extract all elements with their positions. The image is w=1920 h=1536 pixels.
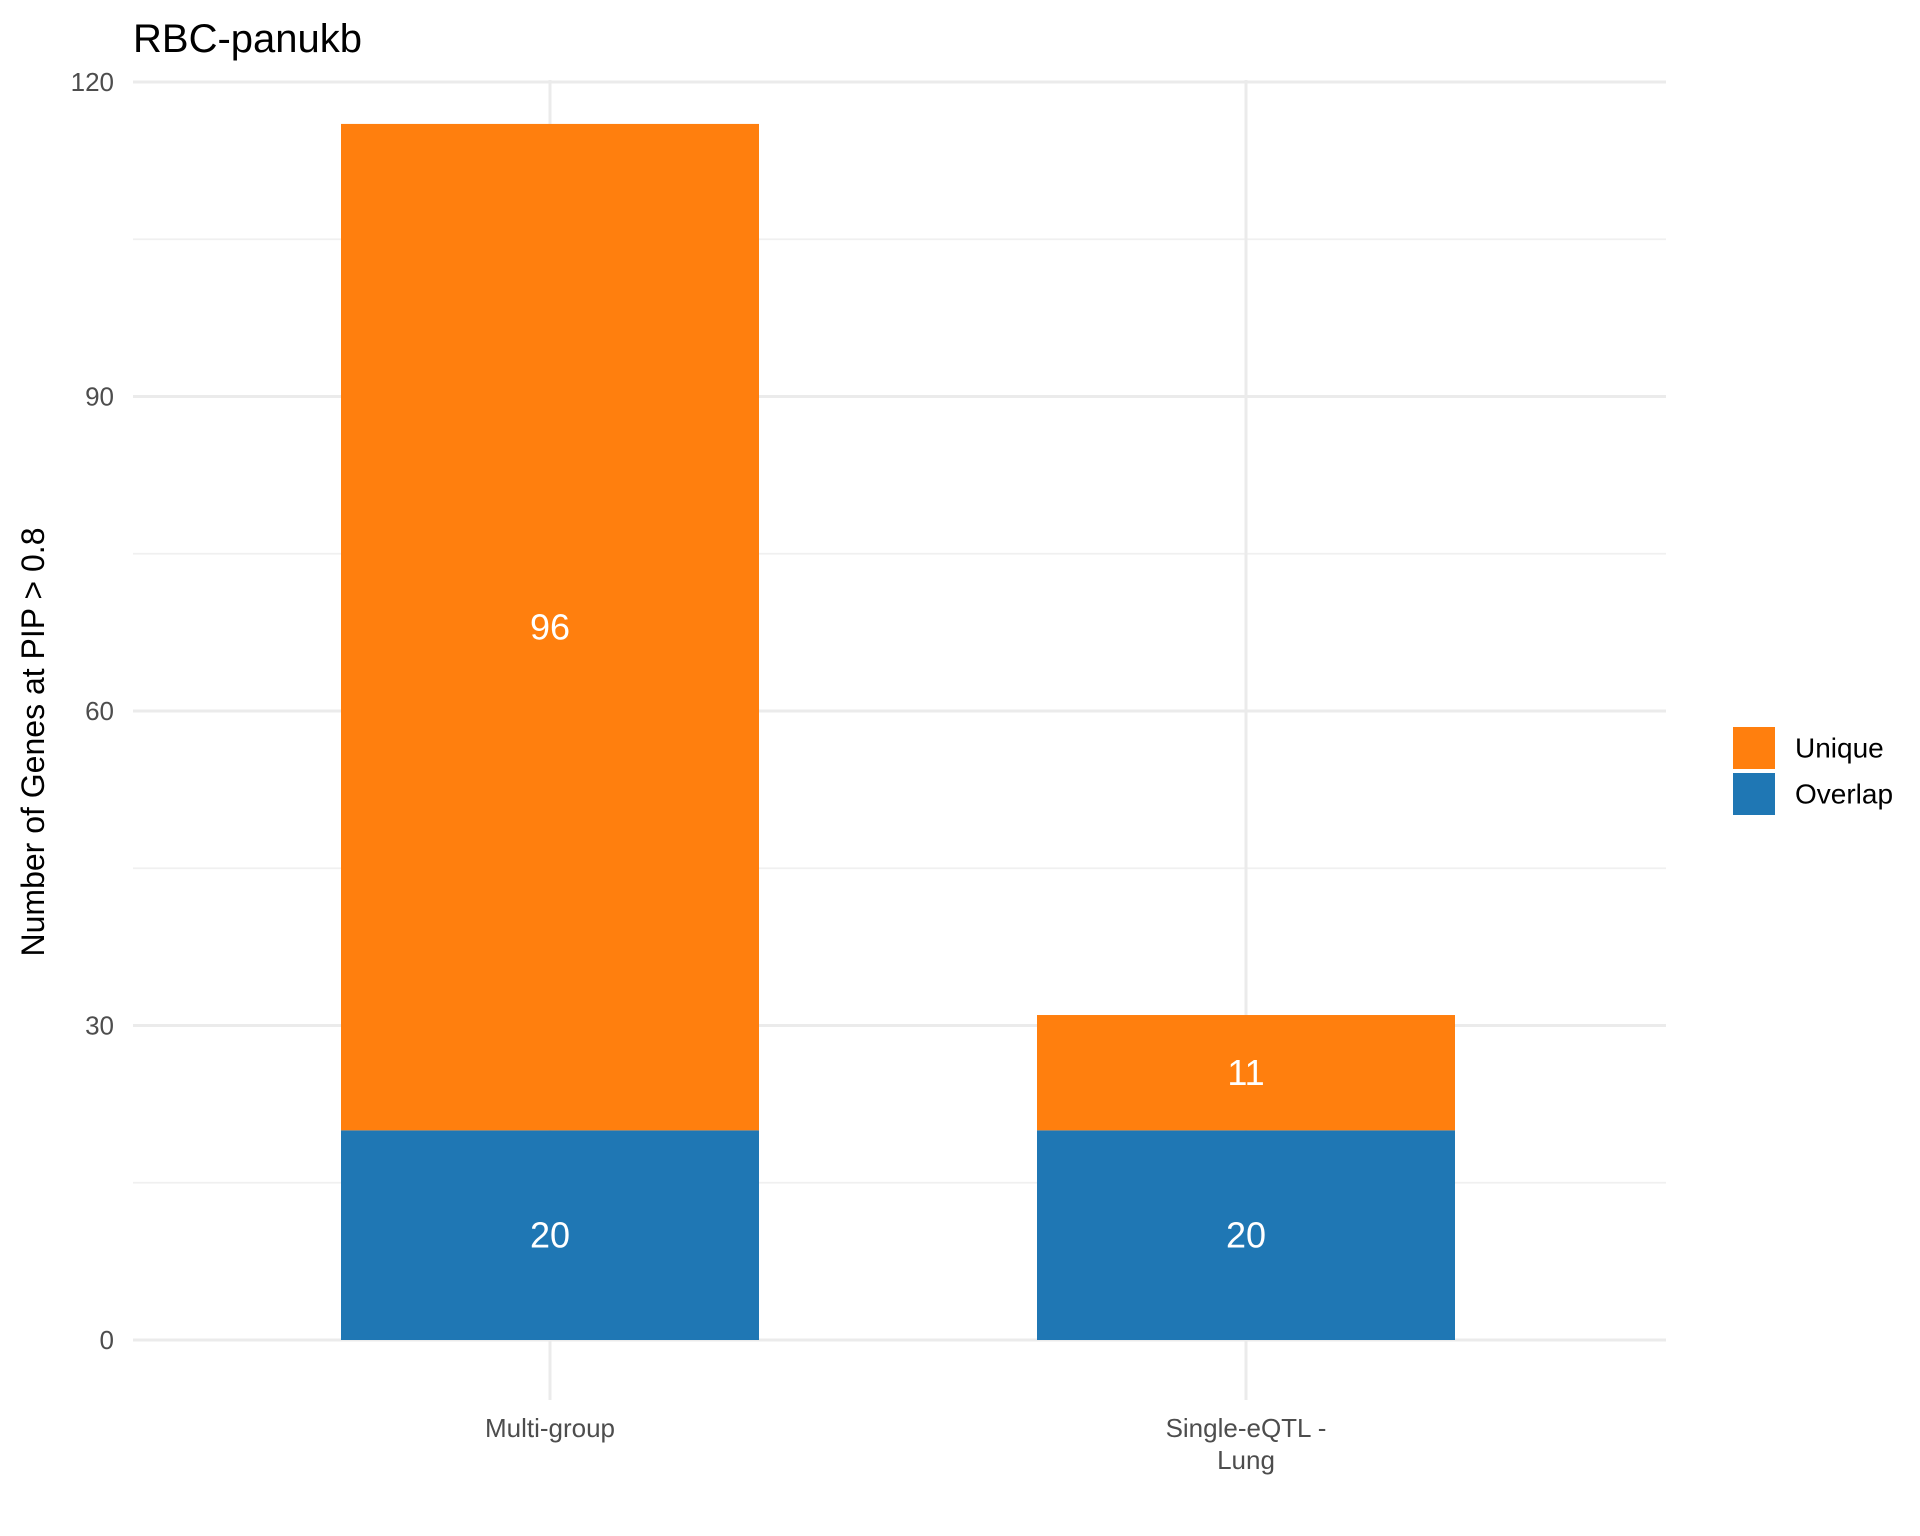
bar-value-label: 20	[530, 1215, 570, 1256]
y-axis-ticks: 0 30 60 90 120	[71, 67, 114, 1355]
bar-value-label: 20	[1226, 1215, 1266, 1256]
x-tick-label: Single-eQTL -	[1166, 1413, 1327, 1443]
legend-label-overlap: Overlap	[1795, 779, 1893, 810]
y-tick-label: 90	[85, 382, 114, 412]
legend-label-unique: Unique	[1795, 733, 1884, 764]
y-axis-title: Number of Genes at PIP > 0.8	[15, 528, 51, 957]
bar-labels: 20 96 20 11	[530, 607, 1266, 1256]
bar-overlap-1	[341, 1130, 759, 1340]
chart-title: RBC-panukb	[133, 17, 362, 61]
legend-swatch-unique	[1733, 727, 1775, 769]
y-tick-label: 60	[85, 696, 114, 726]
bar-unique-1	[341, 123, 759, 1131]
bar-value-label: 11	[1227, 1052, 1264, 1093]
y-tick-label: 30	[85, 1011, 114, 1041]
bars	[341, 123, 1455, 1340]
x-tick-label: Multi-group	[485, 1413, 615, 1443]
y-tick-label: 0	[100, 1325, 114, 1355]
bar-overlap-2	[1037, 1130, 1455, 1340]
legend-swatch-overlap	[1733, 773, 1775, 815]
y-tick-label: 120	[71, 67, 114, 97]
legend: Unique Overlap	[1733, 727, 1893, 815]
bar-unique-2	[1037, 1015, 1455, 1131]
x-tick-label: Lung	[1217, 1445, 1275, 1475]
bar-value-label: 96	[530, 607, 570, 648]
x-axis-ticks: Multi-group Single-eQTL -Lung	[485, 1413, 1326, 1475]
